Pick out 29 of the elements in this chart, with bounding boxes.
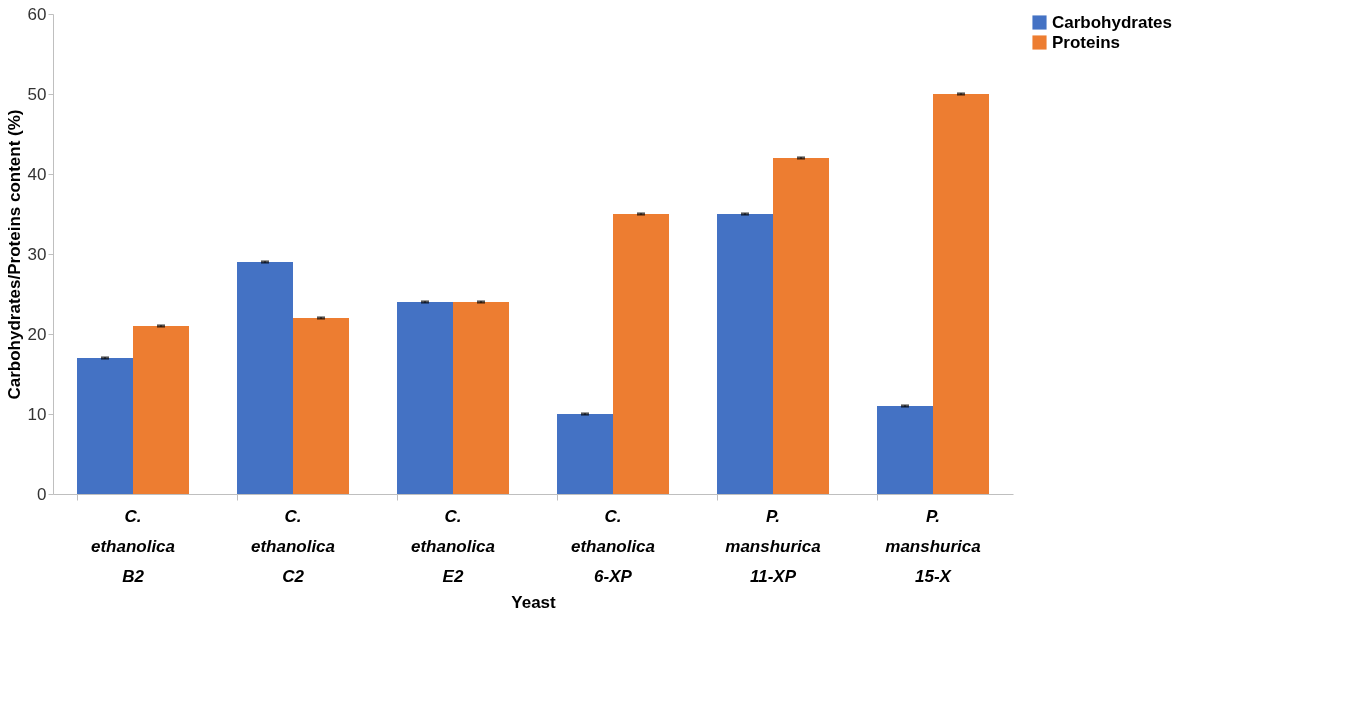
bar	[453, 302, 509, 494]
bar	[77, 358, 133, 494]
bar	[933, 94, 989, 494]
y-tick-label: 0	[37, 484, 47, 504]
bar	[613, 214, 669, 494]
y-tick-label: 50	[27, 84, 47, 104]
bar	[397, 302, 453, 494]
y-axis-title: Carbohydrates/Proteins content (%)	[4, 109, 24, 400]
y-tick-label: 40	[27, 164, 47, 184]
bar	[877, 406, 933, 494]
x-axis-title: Yeast	[511, 592, 557, 612]
legend-label: Carbohydrates	[1052, 12, 1172, 32]
x-tick-label: P. manshurica 15-X	[885, 506, 981, 586]
x-tick-label: C. ethanolica 6-XP	[570, 506, 656, 586]
bar	[133, 326, 189, 494]
x-tick-label: P. manshurica 11-XP	[725, 506, 821, 586]
bar	[557, 414, 613, 494]
bar	[237, 262, 293, 494]
bar	[293, 318, 349, 494]
x-tick-label: C. ethanolica E2	[410, 506, 496, 586]
y-tick-label: 20	[27, 324, 47, 344]
bar	[773, 158, 829, 494]
y-tick-label: 60	[27, 4, 47, 24]
legend-label: Proteins	[1052, 32, 1121, 52]
x-tick-label: C. ethanolica C2	[250, 506, 336, 586]
x-tick-label: C. ethanolica B2	[90, 506, 176, 586]
bar	[717, 214, 773, 494]
y-tick-label: 30	[27, 244, 47, 264]
y-tick-label: 10	[27, 404, 47, 424]
